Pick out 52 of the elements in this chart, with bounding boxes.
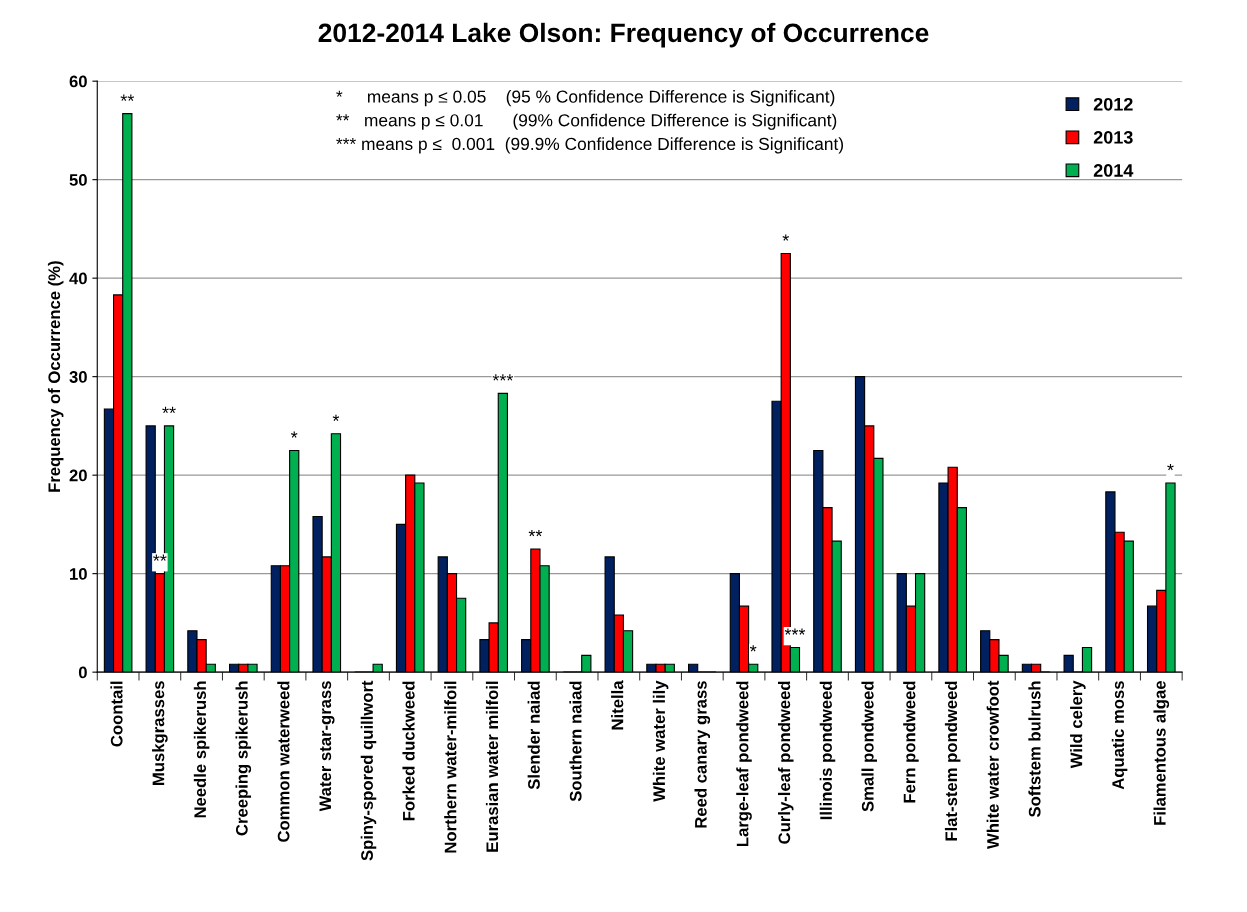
data-label: * bbox=[332, 414, 340, 421]
x-tick-label: Water star-grass bbox=[319, 681, 335, 812]
annotation: *** means p ≤ 0.001 (99.9% Confidence Difference is Significant) bbox=[336, 137, 844, 154]
x-tick-label: Curly-leaf pondweed bbox=[777, 681, 794, 844]
data-label: * bbox=[782, 234, 789, 241]
x-tick-label: Small pondweed bbox=[861, 681, 877, 812]
x-tick-label: Wild celery bbox=[1070, 680, 1086, 769]
data-label: ** bbox=[120, 94, 135, 101]
y-tick-label: 0 bbox=[78, 666, 87, 679]
legend-label: 2013 bbox=[1093, 130, 1133, 144]
x-tick-label: Fern pondweed bbox=[903, 681, 919, 803]
data-label: *** bbox=[492, 374, 514, 381]
data-label: * bbox=[749, 645, 757, 652]
y-tick-label: 50 bbox=[69, 174, 87, 186]
x-tick-label: Nitella bbox=[611, 680, 624, 730]
chart-title: 2012-2014 Lake Olson: Frequency of Occurrence bbox=[318, 22, 929, 48]
data-label: * bbox=[290, 431, 298, 438]
x-tick-label: Common waterweed bbox=[277, 681, 290, 842]
y-axis-title: Frequency of Occurrence (%) bbox=[47, 261, 64, 492]
x-tick-label: Eurasian water milfoil bbox=[485, 681, 499, 852]
data-label: ** bbox=[528, 529, 543, 537]
x-tick-label: Flat-stem pondweed bbox=[944, 681, 961, 841]
x-tick-label: White water lily bbox=[652, 680, 669, 802]
x-tick-label: Softstem bulrush bbox=[1028, 681, 1041, 818]
x-tick-label: Coontail bbox=[110, 681, 123, 747]
data-label: ** bbox=[153, 554, 167, 561]
annotation: ** means p ≤ 0.01 (99% Confidence Difference is Significant) bbox=[336, 113, 837, 130]
x-tick-label: Aquatic moss bbox=[1111, 681, 1128, 790]
y-tick-label: 10 bbox=[70, 568, 87, 580]
y-tick-label: 30 bbox=[69, 371, 87, 383]
x-tick-label: Forked duckweed bbox=[402, 681, 415, 821]
legend-label: 2014 bbox=[1093, 164, 1134, 177]
x-tick-label: Southern naiad bbox=[569, 681, 582, 802]
data-label: * bbox=[1167, 463, 1174, 471]
annotation: * means p ≤ 0.05 (95 % Confidence Difference is Significant) bbox=[336, 90, 835, 107]
x-tick-label: Illinois pondweed bbox=[819, 681, 836, 820]
x-tick-label: Large-leaf pondweed bbox=[736, 681, 752, 847]
x-tick-label: Filamentous algae bbox=[1153, 681, 1170, 825]
x-tick-label: Spiny-spored quillwort bbox=[360, 680, 377, 861]
x-tick-label: Slender naiad bbox=[527, 681, 540, 790]
y-tick-label: 40 bbox=[69, 272, 87, 285]
legend-label: 2012 bbox=[1093, 97, 1133, 111]
x-tick-label: Reed canary grass bbox=[694, 681, 711, 828]
y-tick-label: 60 bbox=[69, 75, 87, 88]
x-tick-label: Creeping spikerush bbox=[235, 681, 252, 836]
x-tick-label: Northern water-milfoil bbox=[444, 681, 457, 853]
data-label: *** bbox=[784, 628, 806, 635]
x-tick-label: Muskgrasses bbox=[152, 681, 168, 785]
data-label: ** bbox=[162, 406, 176, 414]
y-tick-label: 20 bbox=[69, 469, 87, 482]
x-tick-label: White water crowfoot bbox=[986, 680, 999, 849]
x-tick-label: Needle spikerush bbox=[193, 681, 210, 818]
